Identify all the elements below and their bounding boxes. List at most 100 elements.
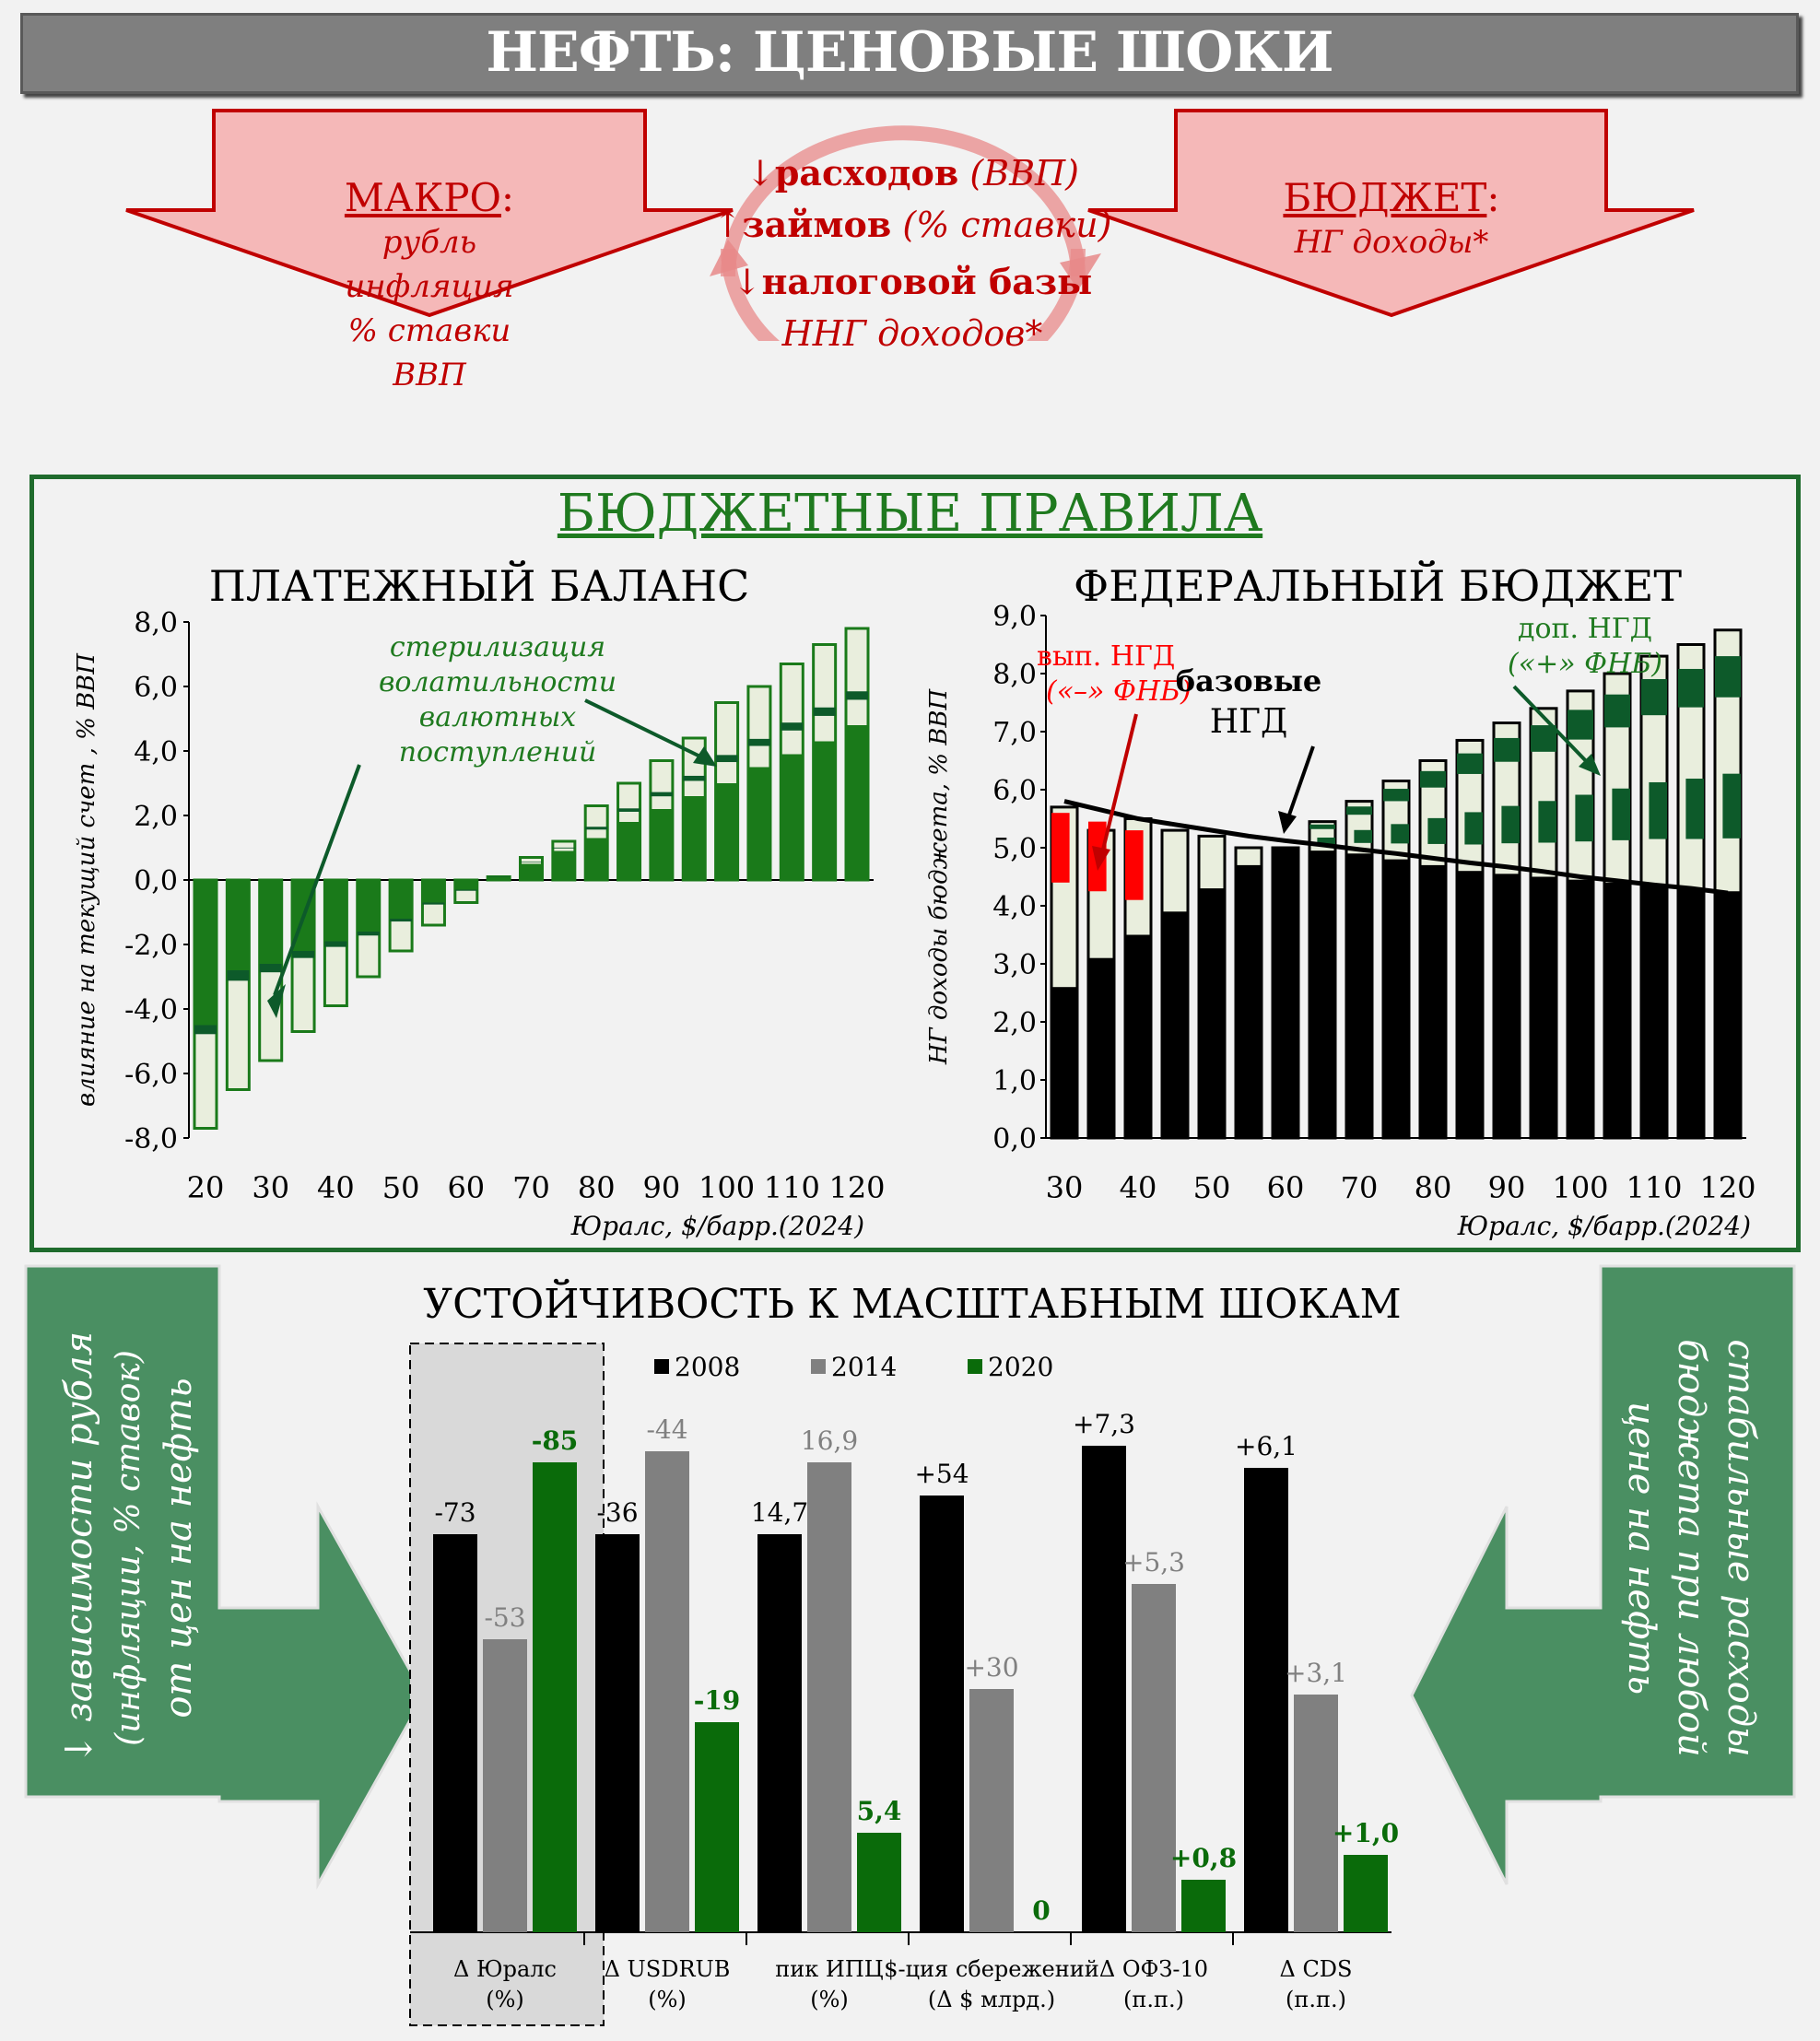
- y-tick-label: 7,0: [992, 717, 1037, 749]
- category-sublabel: (Δ $ млрд.): [928, 1987, 1055, 2012]
- budget-colon: :: [1486, 175, 1500, 220]
- fed-extra-segment: [1501, 805, 1520, 844]
- fed-base-bar: [1715, 891, 1741, 1138]
- fed-extra-segment: [1531, 725, 1556, 752]
- value-label: +5,3: [1122, 1547, 1185, 1578]
- fed-base-bar: [1641, 885, 1667, 1138]
- x-tick-label: 90: [643, 1170, 681, 1205]
- x-tick-label: 30: [252, 1170, 289, 1205]
- value-label: 0: [1032, 1895, 1050, 1926]
- left-text-line2: (инфляции, % ставок): [110, 1350, 147, 1746]
- bop-sterilization-segment: [650, 792, 673, 797]
- cycle-borrowing: займов: [742, 204, 892, 245]
- value-label: -53: [484, 1602, 525, 1633]
- value-label: +6,1: [1235, 1431, 1297, 1461]
- x-tick-label: 110: [764, 1170, 820, 1205]
- x-tick-label: 20: [187, 1170, 225, 1205]
- fed-base-bar: [1309, 850, 1335, 1138]
- y-tick-label: 0,0: [134, 865, 178, 897]
- bop-base-bar: [617, 822, 640, 880]
- x-tick-label: 90: [1488, 1170, 1526, 1205]
- y-tick-label: 1,0: [992, 1065, 1037, 1097]
- value-label: 5,4: [857, 1796, 902, 1826]
- right-side-text: стабильные расходы бюджета при любой цен…: [1599, 1290, 1783, 1806]
- annotation-arrow-right: [584, 698, 709, 762]
- value-label: -44: [646, 1414, 687, 1445]
- bop-base-bar: [747, 767, 770, 880]
- y-tick-label: 0,0: [992, 1123, 1037, 1155]
- y-tick-label: 5,0: [992, 833, 1037, 865]
- bop-sterilization-segment: [324, 941, 347, 947]
- fed-extra-segment: [1464, 812, 1483, 845]
- bop-base-bar: [487, 876, 511, 880]
- legend-label: 2020: [988, 1352, 1053, 1382]
- rules-frame: [29, 475, 1801, 1252]
- right-text-line1: стабильные расходы: [1720, 1339, 1762, 1757]
- fed-shortfall-segment: [1051, 813, 1070, 883]
- fed-extra-segment: [1649, 781, 1667, 839]
- down-arrow-icon: ↓: [732, 262, 762, 302]
- annotation-line: валютных: [419, 701, 577, 733]
- right-text-line3: цене на нефть: [1620, 1401, 1662, 1695]
- budget-title: БЮДЖЕТ: [1283, 175, 1487, 220]
- value-label: +1,0: [1333, 1818, 1399, 1848]
- shock-bar: [1082, 1446, 1126, 1932]
- x-tick-label: 70: [512, 1170, 550, 1205]
- category-sublabel: (п.п.): [1123, 1987, 1184, 2012]
- legend-swatch: [654, 1359, 669, 1374]
- x-tick-label: 80: [1415, 1170, 1452, 1205]
- y-tick-label: -8,0: [124, 1123, 178, 1155]
- value-label: -73: [434, 1497, 476, 1528]
- fed-extra-segment: [1538, 801, 1556, 843]
- cycle-arrowhead-2: [710, 240, 748, 276]
- macro-item: инфляция: [345, 268, 514, 305]
- y-tick-label: -4,0: [124, 994, 178, 1026]
- x-tick-label: 50: [1193, 1170, 1231, 1205]
- label-base: базовые: [1176, 663, 1322, 698]
- cycle-gdp: (ВВП): [969, 153, 1079, 194]
- category-sublabel: (%): [486, 1987, 524, 2012]
- y-tick-label: 8,0: [992, 659, 1037, 691]
- left-side-text: ↓ зависимости рубля (инфляции, % ставок)…: [37, 1290, 221, 1806]
- y-axis-label: НГ доходы бюджета, % ВВП: [925, 688, 953, 1066]
- bop-base-bar: [390, 880, 413, 919]
- cycle-rates: (% ставки): [902, 205, 1112, 245]
- arrowhead-icon: [1278, 811, 1297, 834]
- y-axis-label: влияние на текущий счет , % ВВП: [73, 652, 100, 1107]
- bop-sterilization-segment: [715, 755, 738, 763]
- category-sublabel: (%): [810, 1987, 849, 2012]
- budget-block: БЮДЖЕТ: НГ доходы*: [1207, 175, 1576, 264]
- down-arrow-icon: ↓: [746, 153, 775, 194]
- bop-base-bar: [846, 725, 868, 880]
- bop-sterilization-segment: [813, 707, 836, 716]
- cycle-ring-lower: [721, 248, 1086, 341]
- category-label: Δ USDRUB: [605, 1956, 731, 1982]
- fed-extra-segment: [1575, 794, 1593, 842]
- shock-bar: [920, 1496, 964, 1932]
- shock-bar: [1181, 1880, 1226, 1932]
- fed-extra-segment: [1568, 710, 1593, 740]
- shock-chart: УСТОЙЧИВОСТЬ К МАСШТАБНЫМ ШОКАМ 2008 2014 2…: [409, 1278, 1402, 2026]
- bop-sterilization-segment: [292, 951, 315, 958]
- bop-base-bar: [227, 880, 250, 970]
- y-tick-label: -6,0: [124, 1059, 178, 1091]
- fed-base-bar: [1088, 957, 1114, 1138]
- bop-base-bar: [520, 863, 543, 880]
- bop-sterilization-segment: [683, 775, 706, 781]
- macro-block: МАКРО: рубль инфляция % ставки ВВП: [245, 175, 614, 397]
- shock-bar: [595, 1534, 640, 1932]
- bop-sterilization-segment: [846, 691, 868, 700]
- fed-extra-segment: [1427, 817, 1446, 844]
- bop-base-bar: [813, 741, 836, 880]
- x-tick-label: 110: [1626, 1170, 1682, 1205]
- extra-arrow: [1512, 685, 1591, 767]
- bop-sterilization-segment: [259, 964, 282, 973]
- bop-base-bar: [683, 796, 706, 880]
- left-text-line3: от цен на нефть: [158, 1378, 200, 1718]
- value-label: 16,9: [801, 1425, 858, 1456]
- shock-bar: [433, 1534, 477, 1932]
- fed-extra-segment: [1494, 737, 1520, 762]
- right-arrow-shape: [1410, 1264, 1796, 1885]
- shock-bar: [1294, 1695, 1338, 1932]
- value-label: +30: [964, 1652, 1018, 1683]
